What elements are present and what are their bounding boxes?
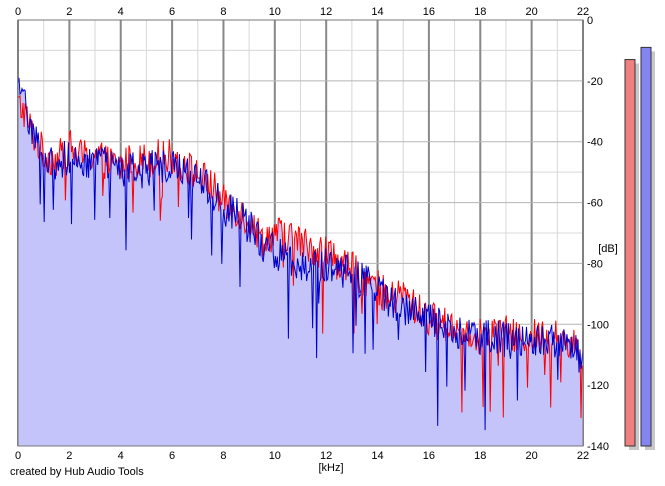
x-axis-label: [kHz] (318, 462, 343, 474)
x-tick-labels-top: 0 2 4 6 8 10 12 14 16 18 20 22 (15, 6, 589, 18)
x-tick-label-top: 16 (423, 6, 435, 18)
x-tick-label-bottom: 6 (169, 450, 175, 462)
x-tick-label-top: 0 (15, 6, 21, 18)
y-tick-label: -80 (587, 258, 603, 270)
y-tick-labels: 0 -20 -40 -60 -80 -100 -120 -140 (587, 15, 609, 453)
x-tick-label-bottom: 12 (320, 450, 332, 462)
x-tick-label-top: 22 (577, 6, 589, 18)
x-tick-label-bottom: 18 (474, 450, 486, 462)
series-layer (17, 77, 584, 431)
y-tick-label: -60 (587, 198, 603, 210)
y-tick-label: 0 (587, 15, 593, 27)
x-tick-label-top: 6 (169, 6, 175, 18)
x-tick-label-top: 2 (66, 6, 72, 18)
x-tick-label-bottom: 0 (15, 450, 21, 462)
x-tick-label-bottom: 2 (66, 450, 72, 462)
x-tick-label-bottom: 10 (269, 450, 281, 462)
x-tick-label-top: 4 (118, 6, 124, 18)
x-tick-label-bottom: 14 (371, 450, 383, 462)
meter-bar-blue (640, 46, 652, 447)
x-tick-label-bottom: 8 (220, 450, 226, 462)
x-tick-label-bottom: 16 (423, 450, 435, 462)
y-tick-label: -40 (587, 137, 603, 149)
y-tick-label: -140 (587, 441, 609, 453)
x-tick-label-bottom: 22 (577, 450, 589, 462)
x-tick-label-bottom: 4 (118, 450, 124, 462)
y-tick-label: -100 (587, 319, 609, 331)
x-tick-label-top: 14 (371, 6, 383, 18)
plot-frame (17, 19, 584, 447)
meter-bar-red (624, 59, 636, 447)
credit-text: created by Hub Audio Tools (10, 466, 144, 478)
y-tick-label: -120 (587, 380, 609, 392)
y-tick-label: -20 (587, 76, 603, 88)
x-tick-label-top: 8 (220, 6, 226, 18)
level-meters (624, 46, 655, 451)
x-tick-labels-bottom: 0 2 4 6 8 10 12 14 16 18 20 22 (15, 450, 589, 462)
x-tick-label-top: 12 (320, 6, 332, 18)
x-tick-label-top: 18 (474, 6, 486, 18)
y-axis-label: [dB] (598, 243, 618, 255)
series-line-blue (17, 77, 584, 431)
x-tick-label-top: 20 (526, 6, 538, 18)
x-tick-label-top: 10 (269, 6, 281, 18)
x-tick-label-bottom: 20 (526, 450, 538, 462)
